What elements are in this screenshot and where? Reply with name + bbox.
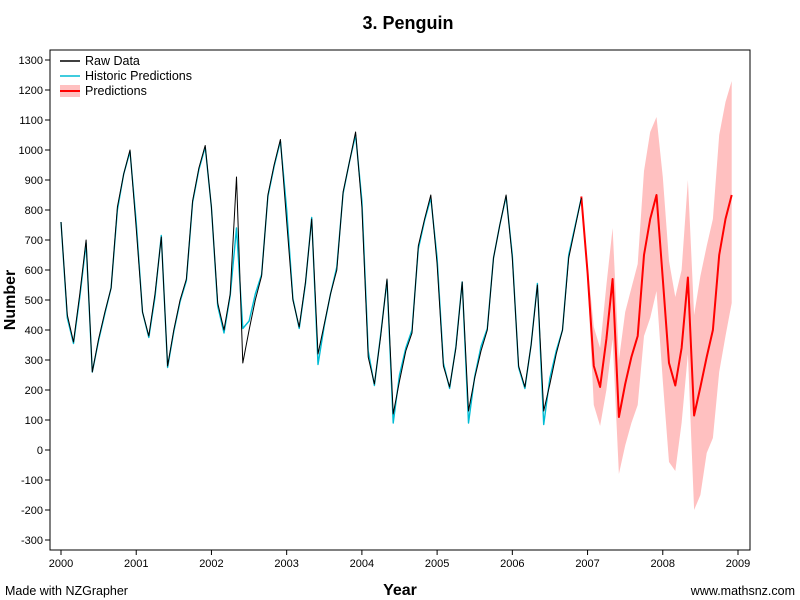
y-tick-label: 300 (25, 355, 43, 367)
prediction-band (581, 81, 732, 510)
x-tick-label: 2002 (199, 558, 223, 570)
x-tick-label: 2000 (49, 558, 73, 570)
y-tick-label: -300 (21, 535, 43, 547)
legend-label: Historic Predictions (85, 69, 192, 83)
legend-label: Predictions (85, 84, 147, 98)
footer-website: www.mathsnz.com (690, 584, 795, 598)
chart-title: 3. Penguin (362, 13, 453, 33)
y-tick-label: 700 (25, 235, 43, 247)
y-tick-label: 600 (25, 265, 43, 277)
y-tick-label: 900 (25, 175, 43, 187)
series-line-predictions (580, 194, 733, 418)
x-tick-label: 2006 (500, 558, 524, 570)
y-axis-label: Number (2, 270, 19, 330)
y-tick-label: 100 (25, 415, 43, 427)
y-tick-label: 200 (25, 385, 43, 397)
x-tick-label: 2008 (651, 558, 675, 570)
y-tick-label: 400 (25, 325, 43, 337)
y-tick-label: 500 (25, 295, 43, 307)
y-tick-label: 1100 (19, 115, 43, 127)
y-tick-label: -100 (21, 475, 43, 487)
footer-credit: Made with NZGrapher (5, 584, 128, 598)
x-tick-label: 2003 (274, 558, 298, 570)
axes: 2000 2001 2002 2003 2004 2005 2006 2007 2008 2009… (19, 55, 751, 570)
y-tick-label: 1300 (19, 55, 43, 67)
x-tick-label: 2007 (575, 558, 599, 570)
y-tick-label: 800 (25, 205, 43, 217)
prediction-interval-band (581, 81, 732, 510)
series-lines (60, 131, 733, 426)
y-tick-label: 0 (37, 445, 43, 457)
y-tick-label: 1000 (19, 145, 43, 157)
x-tick-label: 2004 (350, 558, 374, 570)
series-line-raw-data (60, 131, 582, 415)
x-tick-label: 2009 (726, 558, 750, 570)
y-tick-label: 1200 (19, 85, 43, 97)
y-tick-label: -200 (21, 505, 43, 517)
legend-label: Raw Data (85, 54, 140, 68)
x-tick-label: 2005 (425, 558, 449, 570)
x-axis-label: Year (383, 582, 417, 599)
x-tick-label: 2001 (124, 558, 148, 570)
series-line-historic-predictions (60, 134, 582, 426)
